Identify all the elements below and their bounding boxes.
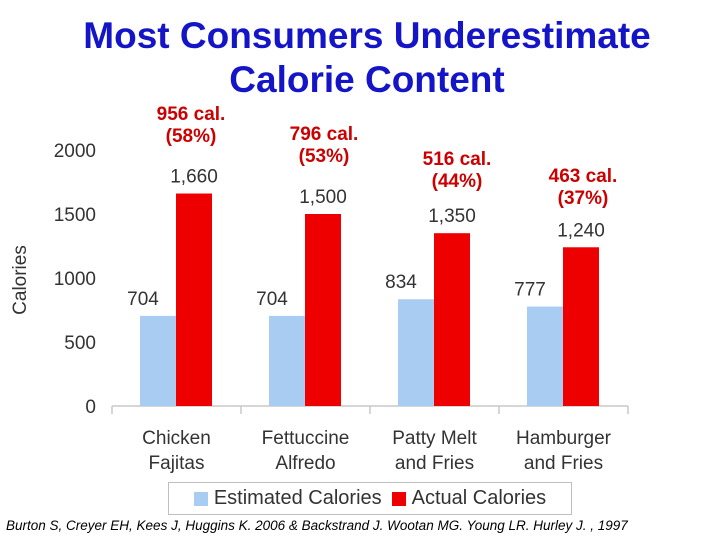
legend-swatch-estimated: [193, 491, 208, 506]
bar-actual-1: [305, 214, 341, 406]
category-label-line2-1: Alfredo: [275, 453, 335, 474]
difference-cal: 463 cal.: [548, 166, 618, 187]
bar-actual-0: [176, 193, 212, 406]
difference-pct: (53%): [298, 146, 350, 167]
citation: Burton S, Creyer EH, Kees J, Huggins K. …: [6, 518, 628, 533]
y-tick-label: 1500: [54, 205, 96, 226]
category-label-line1-1: Fettuccine: [262, 428, 350, 449]
bar-actual-2: [434, 233, 470, 406]
difference-label-hamburger: 463 cal. (37%): [528, 166, 638, 210]
bar-actual-3: [563, 247, 599, 406]
data-label-estimated-1: 704: [256, 289, 288, 310]
chart-legend: Estimated Calories Actual Calories: [168, 482, 572, 515]
legend-swatch-actual: [391, 491, 406, 506]
data-label-actual-3: 1,240: [557, 220, 605, 241]
difference-cal: 796 cal.: [289, 124, 359, 145]
bar-estimated-0: [140, 315, 176, 406]
chart-title: Most Consumers Underestimate Calorie Con…: [0, 14, 720, 102]
legend-item-actual: Actual Calories: [391, 487, 547, 510]
difference-pct: (44%): [431, 171, 483, 192]
category-label-line2-3: and Fries: [524, 453, 603, 474]
category-label-line1-0: Chicken: [142, 428, 211, 449]
category-label-line2-0: Fajitas: [149, 453, 205, 474]
data-label-estimated-3: 777: [514, 280, 546, 301]
difference-label-fettuccine-alfredo: 796 cal. (53%): [269, 124, 379, 168]
y-tick-label: 0: [85, 397, 96, 418]
difference-label-chicken-fajitas: 956 cal. (58%): [136, 104, 246, 148]
bar-estimated-3: [527, 306, 563, 406]
data-label-estimated-0: 704: [127, 289, 159, 310]
data-label-actual-0: 1,660: [170, 167, 218, 188]
bar-estimated-2: [398, 299, 434, 406]
bar-estimated-1: [269, 315, 305, 406]
y-tick-label: 2000: [54, 141, 96, 162]
legend-label-estimated: Estimated Calories: [213, 487, 382, 509]
y-axis-label: Calories: [10, 245, 31, 315]
title-line-2: Calorie Content: [229, 59, 505, 100]
legend-item-estimated: Estimated Calories: [193, 487, 382, 510]
difference-pct: (37%): [557, 188, 609, 209]
difference-cal: 516 cal.: [422, 149, 492, 170]
title-line-1: Most Consumers Underestimate: [83, 15, 651, 56]
y-tick-label: 500: [64, 333, 96, 354]
category-label-line1-3: Hamburger: [516, 428, 612, 449]
data-label-actual-2: 1,350: [428, 206, 476, 227]
data-label-actual-1: 1,500: [299, 187, 347, 208]
difference-pct: (58%): [165, 126, 217, 147]
difference-cal: 956 cal.: [156, 104, 226, 125]
category-label-line1-2: Patty Melt: [392, 428, 477, 449]
legend-label-actual: Actual Calories: [411, 487, 547, 509]
y-tick-label: 1000: [54, 269, 96, 290]
data-label-estimated-2: 834: [385, 272, 417, 293]
category-label-line2-2: and Fries: [395, 453, 474, 474]
difference-label-patty-melt: 516 cal. (44%): [402, 149, 512, 193]
